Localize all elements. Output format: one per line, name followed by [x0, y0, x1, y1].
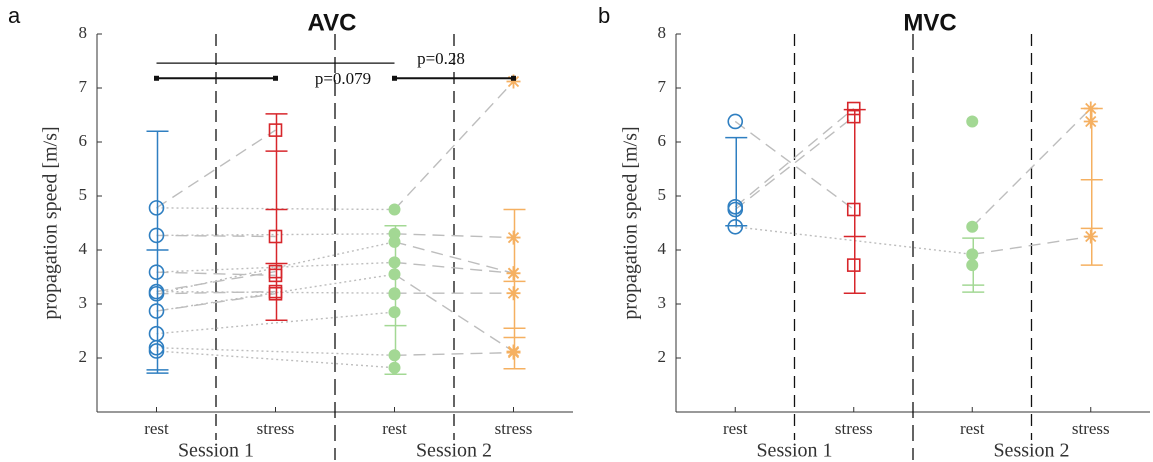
marker [148, 264, 165, 280]
marker [1083, 101, 1098, 116]
marker [506, 230, 521, 245]
panel-label: b [598, 3, 610, 28]
subject-line [735, 226, 973, 256]
marker [388, 349, 401, 362]
marker [966, 248, 979, 261]
x-tick-label: rest [960, 419, 985, 438]
bracket-end [273, 75, 278, 81]
subject-line [394, 261, 514, 274]
y-tick-label: 8 [658, 23, 667, 42]
subject-line [393, 81, 515, 210]
subject-line [394, 233, 514, 239]
subject-line [156, 273, 395, 312]
y-tick-label: 4 [658, 239, 667, 258]
group-label: Session 2 [993, 440, 1069, 462]
subject-line [734, 116, 855, 211]
x-tick-label: rest [144, 419, 169, 438]
marker [846, 258, 861, 272]
x-tick-label: stress [1072, 419, 1110, 438]
marker [846, 101, 861, 116]
marker [727, 113, 744, 130]
subject-line [394, 241, 514, 274]
marker [966, 115, 979, 128]
subject-line [156, 233, 395, 237]
x-tick-label: stress [495, 419, 533, 438]
marker [1083, 114, 1098, 129]
marker [388, 268, 401, 281]
marker [388, 288, 401, 301]
panel-label: a [8, 3, 21, 28]
marker [506, 74, 521, 89]
p-value: p=0.28 [417, 49, 465, 68]
marker [148, 343, 165, 359]
y-tick-label: 2 [658, 347, 667, 366]
marker [727, 201, 744, 218]
y-tick-label: 4 [79, 239, 88, 258]
x-tick-label: stress [257, 419, 295, 438]
y-tick-label: 2 [79, 347, 88, 366]
subject-line [156, 311, 395, 335]
bracket-end [392, 75, 397, 81]
bracket-end [511, 75, 516, 81]
marker [506, 286, 521, 301]
marker [966, 259, 979, 272]
marker [966, 220, 979, 233]
x-tick-label: rest [723, 419, 748, 438]
group-label: Session 1 [178, 440, 254, 462]
y-axis-label: propagation speed [m/s] [620, 126, 642, 319]
y-tick-label: 3 [79, 293, 88, 312]
marker [148, 200, 165, 216]
marker [846, 202, 861, 217]
y-tick-label: 7 [658, 77, 667, 96]
marker [388, 203, 401, 216]
subject-line [734, 120, 855, 211]
y-tick-label: 6 [658, 131, 667, 150]
subject-line [971, 108, 1092, 228]
subject-line [156, 350, 395, 369]
subject-line [156, 270, 276, 293]
marker [506, 266, 521, 281]
y-tick-label: 5 [658, 185, 667, 204]
y-tick-label: 8 [79, 23, 88, 42]
subject-line [734, 107, 855, 208]
chart-title: AVC [308, 9, 357, 36]
y-axis-label: propagation speed [m/s] [40, 126, 62, 319]
x-tick-label: stress [835, 419, 873, 438]
group-label: Session 1 [756, 440, 832, 462]
subject-line [156, 129, 276, 209]
subject-line [394, 273, 514, 353]
subject-line [972, 235, 1091, 256]
y-tick-label: 3 [658, 293, 667, 312]
group-label: Session 2 [416, 440, 492, 462]
chart-title: MVC [903, 9, 956, 36]
p-value: p=0.079 [315, 69, 371, 88]
subject-line [156, 241, 395, 295]
marker [268, 264, 283, 279]
y-tick-label: 5 [79, 185, 88, 204]
marker [388, 361, 401, 374]
marker [268, 229, 283, 244]
marker [388, 235, 401, 248]
bracket-end [154, 75, 159, 81]
y-tick-label: 7 [79, 77, 88, 96]
marker [388, 256, 401, 269]
marker [1083, 229, 1098, 244]
subject-line [156, 234, 276, 238]
subject-line [394, 351, 514, 356]
x-tick-label: rest [382, 419, 407, 438]
marker [268, 123, 283, 137]
marker [846, 109, 861, 124]
marker [148, 285, 165, 302]
y-tick-label: 6 [79, 131, 88, 150]
marker [727, 218, 744, 235]
marker [148, 227, 165, 244]
subject-line [156, 290, 276, 295]
marker [268, 286, 283, 301]
marker [506, 345, 521, 360]
marker [388, 306, 401, 319]
marker [148, 303, 165, 319]
